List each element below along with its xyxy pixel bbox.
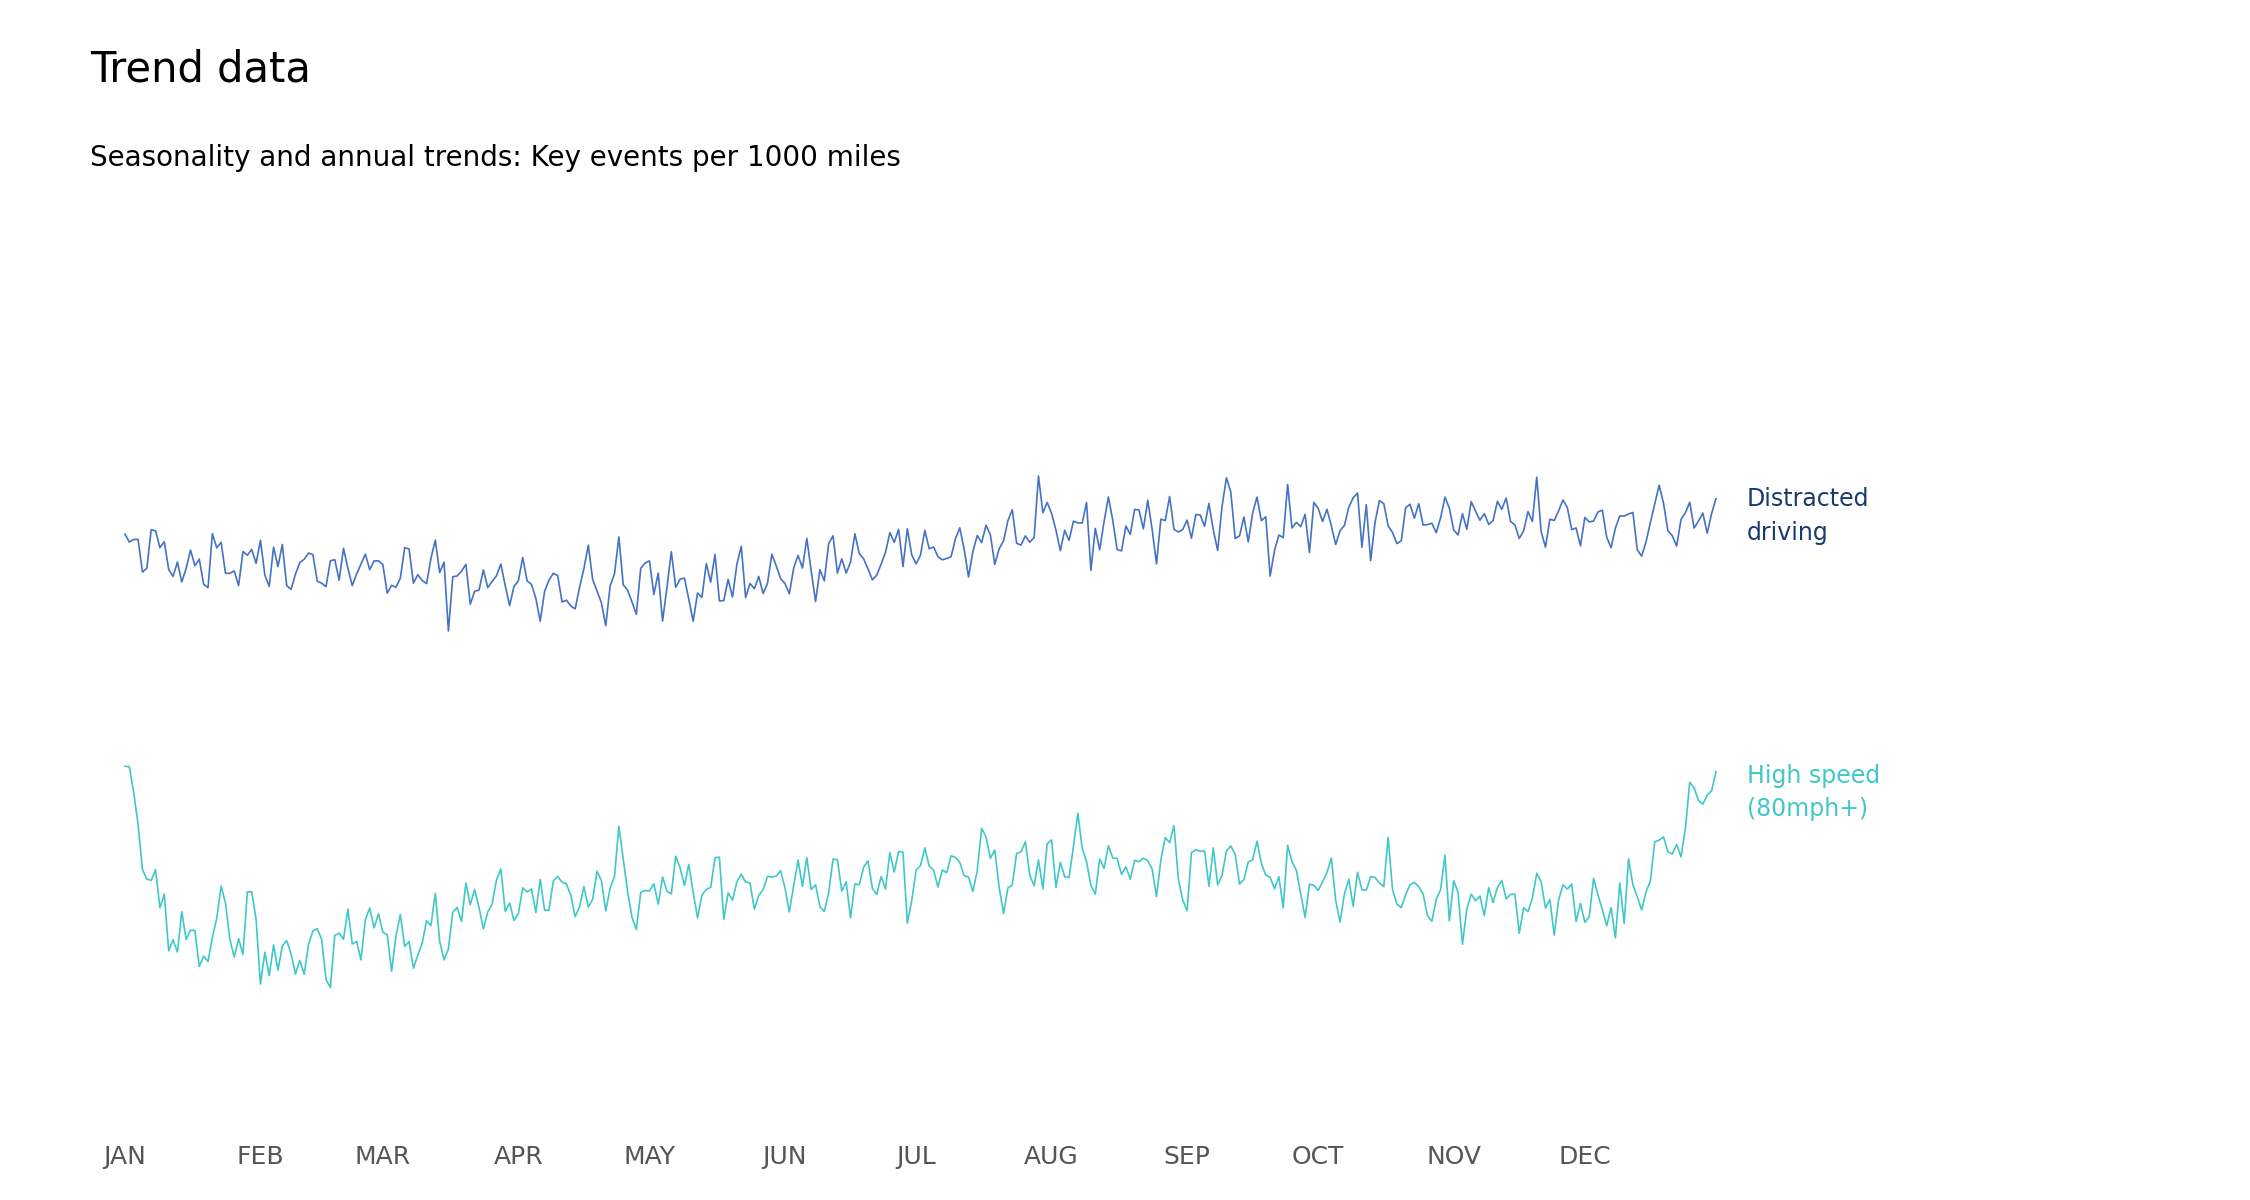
Text: Seasonality and annual trends: Key events per 1000 miles: Seasonality and annual trends: Key event…	[90, 144, 900, 172]
Text: High speed
(80mph+): High speed (80mph+)	[1746, 763, 1879, 821]
Text: Trend data: Trend data	[90, 48, 310, 90]
Text: Distracted
driving: Distracted driving	[1746, 487, 1870, 545]
